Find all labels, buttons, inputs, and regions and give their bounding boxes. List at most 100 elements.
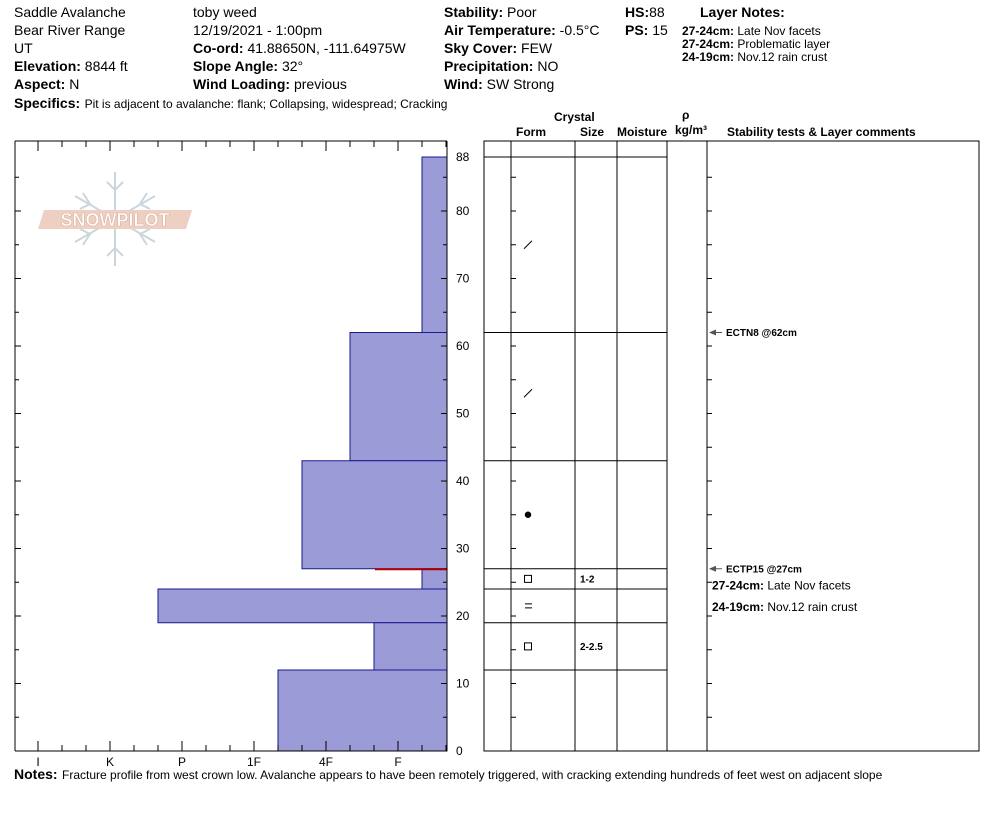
layer-note-range: 24-19cm: [682,50,735,64]
height-label: 20 [456,609,470,623]
air-temp-value: -0.5°C [559,22,600,38]
air-temp-row: Air Temperature: -0.5°C [444,23,600,37]
layer-grid [483,140,980,752]
elevation-value: 8844 ft [84,58,128,74]
moisture-header: Moisture [617,125,668,139]
hardness-label: 1F [247,755,261,769]
form-header: Form [516,125,546,139]
hardness-profile [157,156,448,752]
wind-loading-row: Wind Loading: previous [193,77,347,91]
sky-row: Sky Cover: FEW [444,41,552,55]
faceted-crystal-symbol [524,574,532,583]
logo-banner [38,210,192,229]
precip-particle-symbol [523,240,533,250]
air-temp-label: Air Temperature: [444,22,556,38]
hardness-bar [349,332,448,462]
specifics-row: Specifics: Pit is adjacent to avalanche:… [14,96,447,112]
layer-note-range: 27-24cm: [682,24,735,38]
height-label: 60 [456,339,470,353]
hardness-bar [301,460,448,570]
layer-note-2: 27-24cm: Problematic layer [682,38,830,50]
layer-notes-title: Layer Notes: [700,4,785,20]
datetime: 12/19/2021 - 1:00pm [193,22,323,38]
notes-text: Fracture profile from west crown low. Av… [62,768,883,782]
hardness-label: K [106,755,114,769]
layer-comment-text: Late Nov facets [767,579,850,593]
layer-comment-text: Nov.12 rain crust [767,600,857,614]
stability-row: Stability: Poor [444,5,537,19]
state: UT [14,40,33,56]
hs-label: HS: [625,4,650,20]
wind-label: Wind: [444,76,483,92]
layer-annotations: 1-2 2-2.5 ECTN8 @62cm ECTP15 @27cm 27-24cm: … [523,240,858,653]
precip-particle-symbol [523,388,533,398]
arrow-head-icon [709,565,716,572]
coord-value: 41.88650N, -111.64975W [247,40,406,56]
aspect-value: N [69,76,80,92]
layer-note-text: Late Nov facets [737,24,821,38]
mountain-range: Bear River Range [14,22,126,38]
logo-text: SNOWPILOT [61,210,170,230]
layer-note-1: 27-24cm: Late Nov facets [682,25,821,37]
stability-label: Stability: [444,4,504,20]
faceted-crystal-symbol [524,642,532,651]
size-header: Size [580,125,605,139]
ps-row: PS: 15 [625,23,668,37]
table-frame [483,140,980,752]
layer-comment: 27-24cm: Late Nov facets [712,579,851,593]
stability-tests-header: Stability tests & Layer comments [727,125,916,139]
hardness-axes: I K P 1F 4F F 0 10 20 30 40 50 60 70 80 88 [14,140,470,769]
coord-label: Co-ord: [193,40,244,56]
slope-label: Slope Angle: [193,58,279,74]
notes-label: Notes: [14,766,58,782]
hardness-bar [277,669,448,752]
hardness-bar [157,588,448,624]
layer-comment-range: 24-19cm: [712,600,767,614]
height-label: 0 [456,744,463,758]
grain-size-label: 1-2 [580,574,595,585]
stability-test-label: ECTP15 @27cm [726,564,802,575]
hardness-bar [421,568,448,590]
specifics-value: Pit is adjacent to avalanche: flank; Col… [84,97,448,111]
height-label: 70 [456,272,470,286]
layer-note-3: 24-19cm: Nov.12 rain crust [682,51,827,63]
wind-value: SW Strong [486,76,555,92]
layer-note-text: Nov.12 rain crust [737,50,828,64]
sky-value: FEW [521,40,553,56]
coord-row: Co-ord: 41.88650N, -111.64975W [193,41,406,55]
hardness-bar [373,622,448,671]
aspect-label: Aspect: [14,76,66,92]
hardness-bar [421,156,448,333]
ps-label: PS: [625,22,649,38]
slope-value: 32° [281,58,304,74]
snowpilot-logo: SNOWPILOT [38,172,192,266]
hardness-label: P [178,755,186,769]
rounded-grain-symbol [524,511,532,518]
rho-header: ρ [682,108,690,122]
hs-value: 88 [649,4,665,20]
layer-comment-range: 27-24cm: [712,579,767,593]
crystal-header: Crystal [554,110,595,124]
precip-label: Precipitation: [444,58,534,74]
stability-test-label: ECTN8 @62cm [726,328,797,339]
wind-loading-label: Wind Loading: [193,76,291,92]
height-label: 50 [456,407,470,421]
ps-value: 15 [652,22,668,38]
stability-value: Poor [507,4,537,20]
wind-loading-value: previous [293,76,347,92]
elevation-row: Elevation: 8844 ft [14,59,128,73]
height-label: 80 [456,204,470,218]
precip-row: Precipitation: NO [444,59,558,73]
height-label: 88 [456,150,470,164]
sky-label: Sky Cover: [444,40,518,56]
height-label: 40 [456,474,470,488]
elevation-label: Elevation: [14,58,81,74]
aspect-row: Aspect: N [14,77,79,91]
density-unit: kg/m³ [675,123,708,137]
location-name: Saddle Avalanche [14,4,126,20]
height-label: 30 [456,542,470,556]
height-label: 10 [456,677,470,691]
wind-row: Wind: SW Strong [444,77,554,91]
slope-row: Slope Angle: 32° [193,59,303,73]
